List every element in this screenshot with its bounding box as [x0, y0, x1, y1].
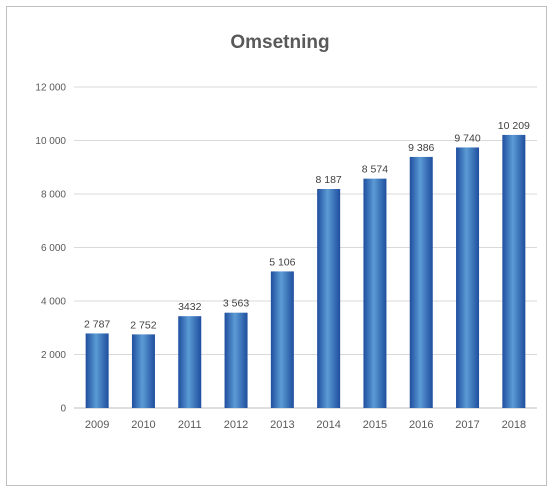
data-label-2016: 9 386	[408, 142, 434, 154]
y-tick-label: 10 000	[35, 136, 66, 147]
y-tick-label: 2 000	[41, 350, 66, 361]
x-tick-label: 2015	[363, 419, 387, 431]
x-tick-label: 2010	[131, 419, 155, 431]
data-label-2017: 9 740	[454, 132, 480, 144]
bar-2009	[85, 333, 109, 408]
x-tick-label: 2016	[409, 419, 433, 431]
y-axis-ticks: 0 2 000 4 000 6 000 8 000 10 000 12 000	[35, 83, 66, 415]
data-label-2010: 2 752	[130, 319, 156, 331]
data-label-2014: 8 187	[316, 174, 342, 186]
y-tick-label: 8 000	[41, 190, 66, 201]
y-tick-label: 4 000	[41, 297, 66, 308]
x-tick-label: 2018	[502, 419, 526, 431]
bar-2016	[409, 156, 433, 408]
data-labels: 2 787 2 752 3432 3 563 5 106 8 187 8 574 9 386 9…	[84, 120, 530, 331]
x-tick-label: 2017	[455, 419, 479, 431]
bar-2018	[502, 134, 526, 409]
bars	[85, 134, 526, 409]
chart-title: Omsetning	[230, 32, 329, 53]
data-label-2015: 8 574	[362, 164, 388, 176]
x-tick-label: 2014	[316, 419, 340, 431]
x-axis-ticks: 2009 2010 2011 2012 2013 2014 2015 2016 2017 2018	[85, 419, 526, 431]
y-tick-label: 0	[60, 404, 66, 415]
bar-2017	[456, 147, 480, 408]
x-tick-label: 2013	[270, 419, 294, 431]
bar-2014	[317, 188, 341, 408]
data-label-2009: 2 787	[84, 318, 110, 330]
y-tick-label: 12 000	[35, 83, 66, 94]
x-tick-label: 2011	[178, 419, 202, 431]
data-label-2011: 3432	[178, 301, 202, 313]
bar-2013	[270, 271, 294, 408]
x-tick-label: 2009	[85, 419, 109, 431]
x-tick-label: 2012	[224, 419, 248, 431]
y-tick-label: 6 000	[41, 243, 66, 254]
data-label-2018: 10 209	[498, 120, 530, 132]
data-label-2012: 3 563	[223, 298, 249, 310]
bar-2015	[363, 178, 387, 408]
data-label-2013: 5 106	[269, 256, 295, 268]
bar-2011	[178, 316, 202, 408]
bar-2012	[224, 312, 248, 408]
bar-2010	[131, 334, 155, 408]
